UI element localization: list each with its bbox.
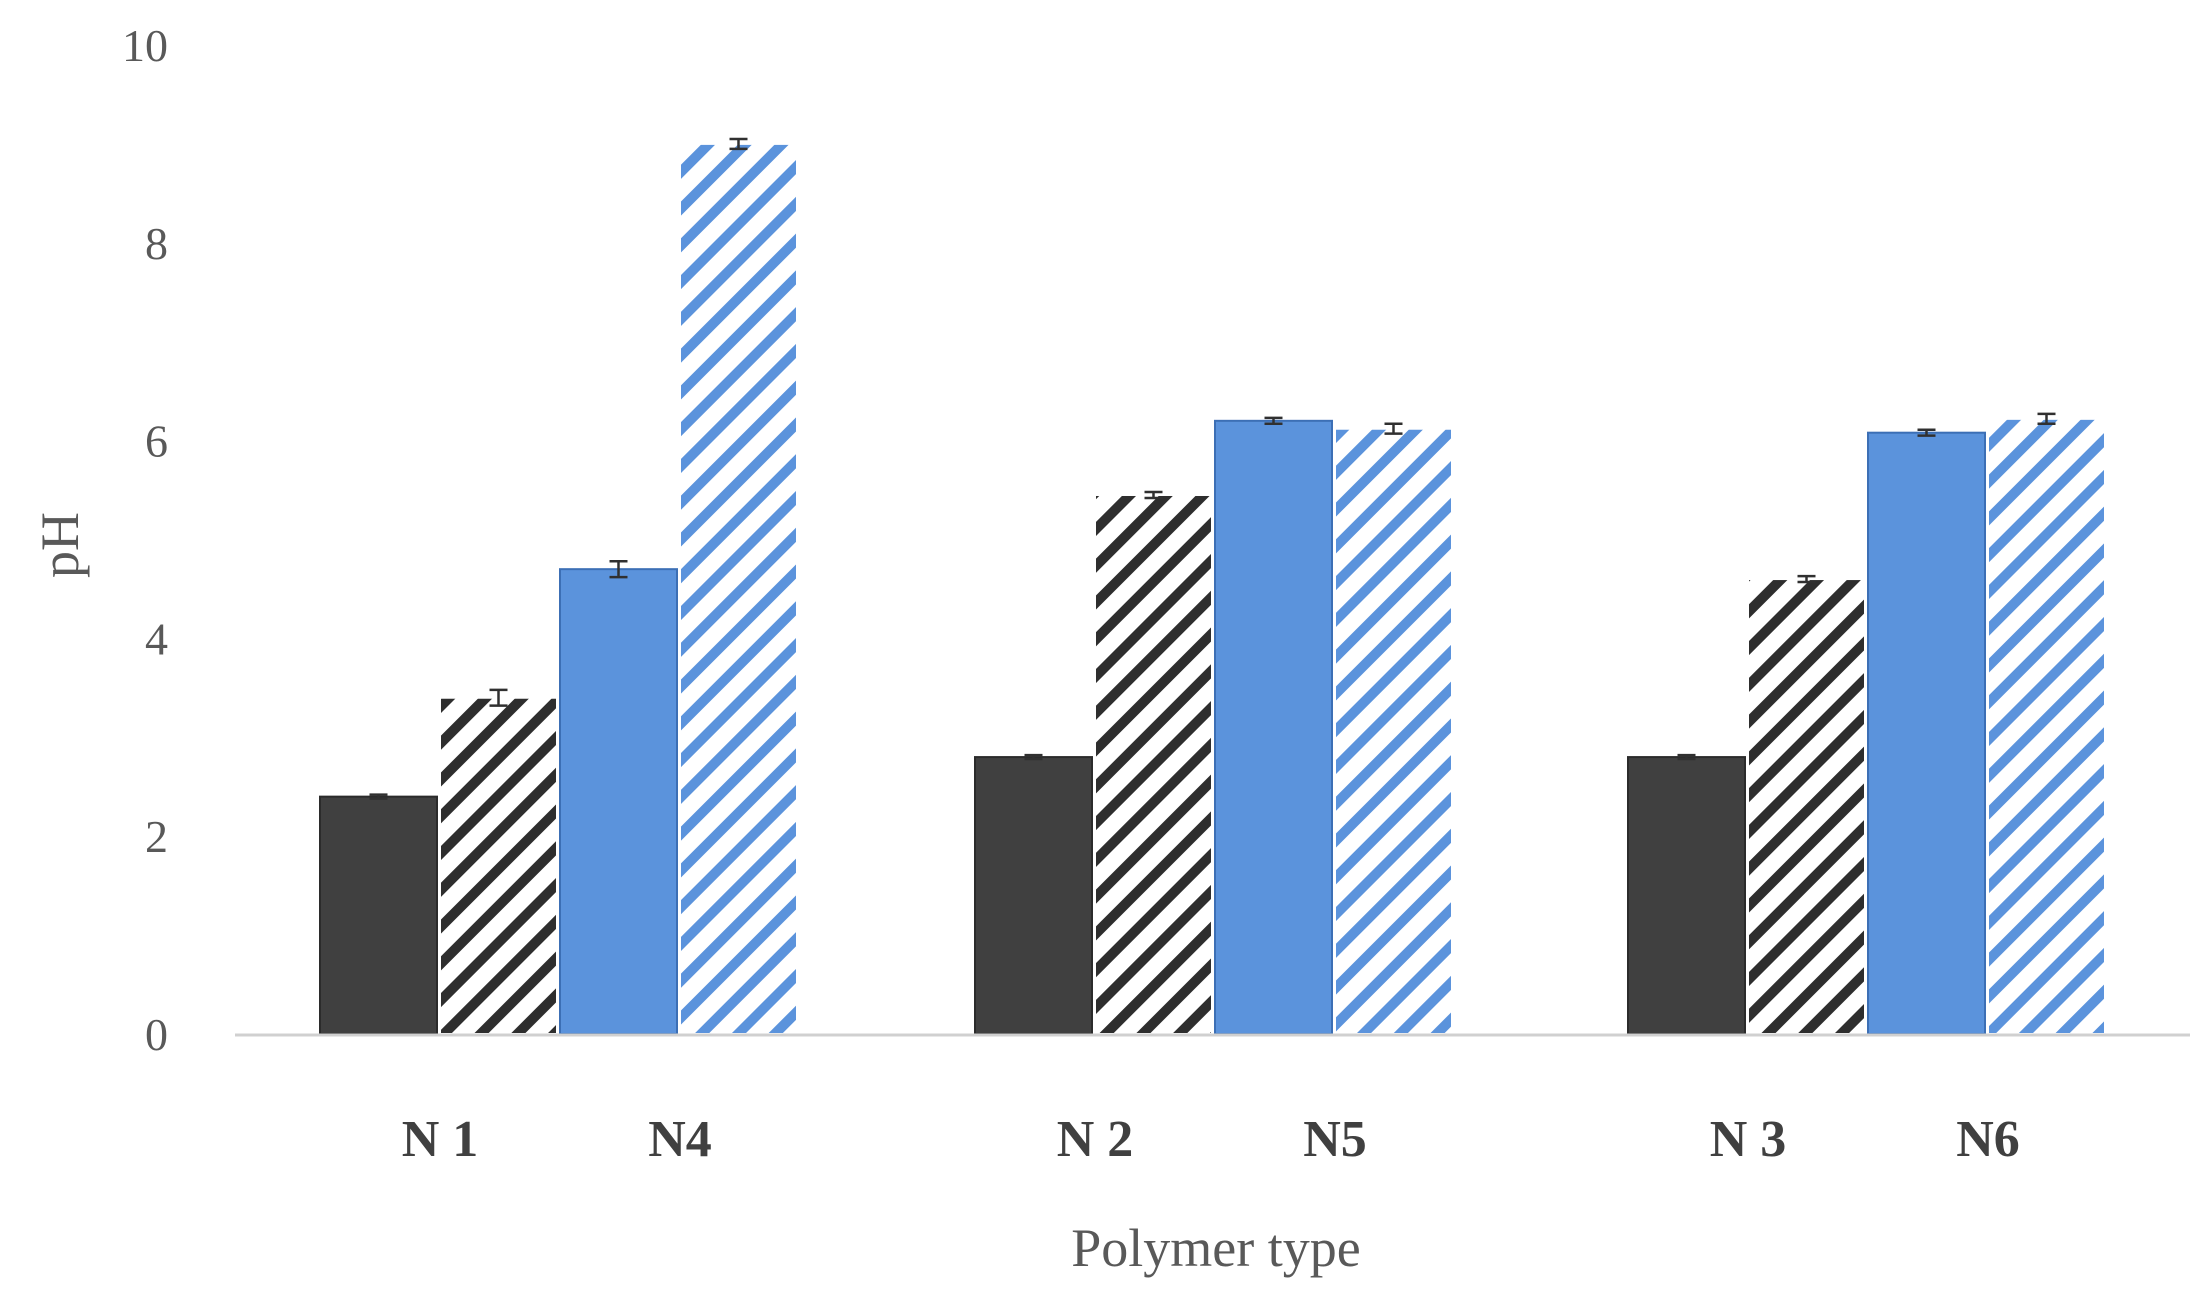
x-category-label: N 1: [402, 1111, 479, 1168]
error-bar: [729, 137, 748, 151]
error-bar: [489, 688, 508, 707]
bar-solid-dark: [319, 795, 438, 1036]
error-bars: [369, 137, 2056, 800]
error-bar: [1024, 753, 1043, 761]
y-tick-label: 6: [145, 416, 168, 467]
y-tick-label: 8: [145, 218, 168, 269]
error-bar: [1797, 574, 1816, 584]
y-axis-title: pH: [30, 512, 90, 578]
x-axis-title: Polymer type: [1071, 1218, 1360, 1278]
bar-hatched-blue: [1987, 417, 2106, 1036]
error-bar: [1144, 490, 1163, 500]
x-category-label: N5: [1303, 1111, 1367, 1168]
x-category-label: N4: [648, 1111, 712, 1168]
category-labels: N 1 N4 N 2 N5 N 3 N6: [402, 1111, 2020, 1168]
x-category-label: N 2: [1057, 1111, 1134, 1168]
bar-hatched-blue: [1334, 427, 1453, 1035]
bar-solid-blue: [559, 568, 678, 1035]
bar-hatched-dark: [1747, 578, 1866, 1035]
y-tick-label: 2: [145, 811, 168, 862]
error-bar: [1264, 416, 1283, 426]
y-tick-label: 0: [145, 1009, 168, 1060]
y-tick-label: 4: [145, 613, 168, 664]
y-axis-ticks: 0 2 4 6 8 10: [122, 20, 168, 1060]
error-bar: [1917, 428, 1936, 437]
x-category-label: N 3: [1710, 1111, 1787, 1168]
error-bar: [369, 793, 388, 800]
error-bar: [1677, 753, 1696, 761]
bar-solid-dark: [1627, 756, 1746, 1036]
x-category-label: N6: [1956, 1111, 2020, 1168]
bar-solid-blue: [1867, 431, 1986, 1035]
bar-hatched-dark: [439, 696, 558, 1035]
bar-hatched-blue: [679, 142, 798, 1035]
bar-solid-dark: [974, 756, 1093, 1036]
error-bar: [2037, 412, 2056, 426]
error-bar: [1384, 422, 1403, 435]
y-tick-label: 10: [122, 20, 168, 71]
error-bar: [609, 560, 628, 579]
bars: [319, 142, 2106, 1036]
bar-solid-blue: [1214, 419, 1333, 1035]
bar-hatched-dark: [1094, 493, 1213, 1035]
